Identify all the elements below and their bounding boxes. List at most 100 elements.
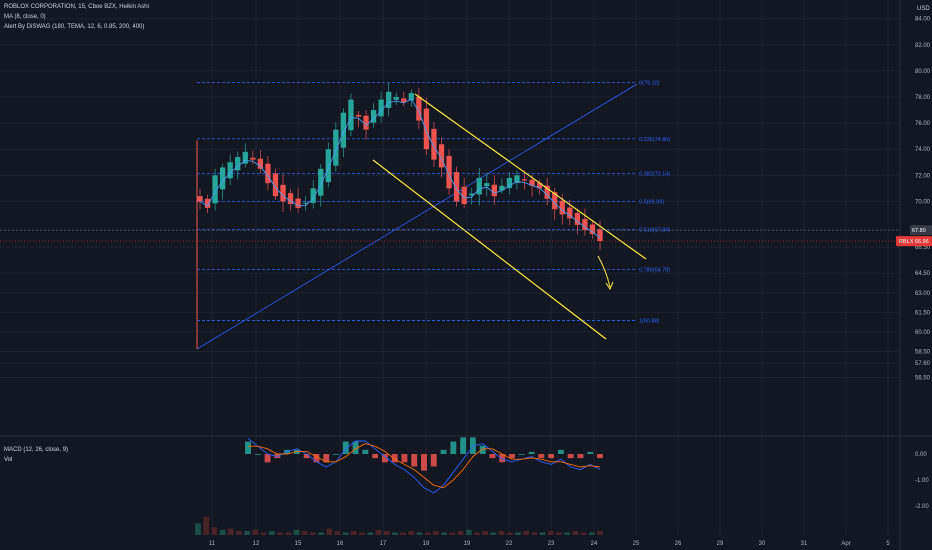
fib-level-label: 0.382(72.14) [639,171,670,177]
volume-bar [392,532,398,535]
y-tick-label: 57.60 [915,361,931,367]
volume-bar [416,532,423,535]
candle-body [506,177,513,189]
ma-indicator-label[interactable]: MA (8, close, 0) [4,14,46,20]
volume-bar [236,531,242,535]
fib-level-label: 1(60.88) [639,318,660,324]
macd-histogram-bar [440,449,447,454]
y-tick-label: 78.00 [915,95,931,101]
candle-body [589,224,596,235]
volume-bar [318,532,324,535]
volume-bar [334,531,341,535]
macd-histogram-bar [567,454,574,459]
macd-histogram-bar [245,441,251,454]
candle-body [536,182,543,189]
volume-bar [564,532,571,535]
y-tick-label: 84.00 [915,17,931,23]
macd-histogram-bar [362,449,369,454]
volume-bar [268,531,275,535]
volume-bar [523,531,530,535]
macd-y-tick-label: -1.00 [915,478,929,484]
volume-bar [556,532,562,535]
projection-arrowhead [605,281,614,291]
x-tick-label: 5 [886,541,890,547]
candle-body [393,97,399,100]
volume-bar [474,532,480,535]
y-tick-label: 72.00 [915,173,931,179]
channel-lower-line [372,159,607,340]
moving-average-line [199,98,601,239]
macd-histogram-bar [509,454,515,459]
volume-indicator-label[interactable]: Vol [4,457,13,463]
x-tick-label: 30 [759,541,766,547]
y-tick-label: 63.00 [915,291,931,297]
volume-bar [359,532,365,535]
volume-bar [375,529,382,535]
macd-histogram-bar [352,441,359,454]
candle-body [423,108,430,150]
volume-bar [441,532,447,535]
macd-histogram-bar [577,454,584,459]
macd-histogram-bar [421,454,427,471]
candle-body [197,196,203,202]
macd-histogram-bar [499,454,506,463]
y-tick-label: 64.50 [915,271,931,277]
x-tick-label: 22 [506,541,513,547]
candle-body [242,151,248,164]
macd-indicator-label[interactable]: MACD (12, 26, close, 9) [4,447,69,453]
projection-arrow [597,255,611,288]
candle-body [514,175,520,183]
candle-body [469,193,475,196]
candle-body [378,99,384,117]
candle-body [453,172,460,202]
crosshair-text: 67.80 [912,228,926,234]
x-tick-label: 16 [337,541,344,547]
volume-bar [285,532,292,535]
volume-bar [367,532,374,535]
candle-body [416,96,422,121]
candle-body [438,144,445,168]
candle-body [401,98,407,103]
fib-level-label: 0(79.10) [639,81,660,87]
macd-histogram-bar [430,454,437,467]
macd-histogram-bar [381,454,388,463]
candle-body [204,198,211,208]
candle-body [499,185,505,191]
macd-histogram-bar [587,451,594,454]
volume-bar [490,532,497,535]
volume-bar [383,531,390,535]
y-tick-label: 70.00 [915,199,931,205]
macd-histogram-bar [323,454,330,463]
macd-histogram-bar [333,454,339,455]
volume-bar [457,531,464,535]
candle-body [363,115,369,130]
volume-bar [597,531,603,535]
fib-level-label: 0.786(64.78) [639,268,670,274]
volume-bar [309,532,316,535]
x-tick-label: 24 [591,541,598,547]
volume-bar [326,528,333,535]
x-tick-label: 18 [423,541,430,547]
volume-bar [342,532,349,535]
alert-indicator-label[interactable]: Alert By DiSWAG (180, TEMA, 12, 6, 0.85,… [4,24,145,30]
macd-histogram-bar [264,454,271,463]
x-tick-label: 26 [675,541,682,547]
volume-bar [433,531,439,535]
x-tick-label: 12 [253,541,260,547]
candle-body [484,183,490,187]
macd-histogram-bar [450,441,457,454]
x-tick-label: 25 [633,541,640,547]
fib-level-label: 0.5(69.99) [639,200,664,206]
y-tick-label: 60.00 [915,330,931,336]
macd-histogram-bar [548,454,555,459]
y-tick-label: 66.50 [915,245,931,251]
candle-body [310,188,316,203]
macd-histogram-bar [401,454,408,463]
candle-body [559,200,565,215]
macd-histogram-bar [303,454,310,459]
y-tick-label: 82.00 [915,43,931,49]
macd-histogram-bar [411,454,418,467]
macd-histogram-bar [342,441,349,454]
candle-body [257,158,264,169]
